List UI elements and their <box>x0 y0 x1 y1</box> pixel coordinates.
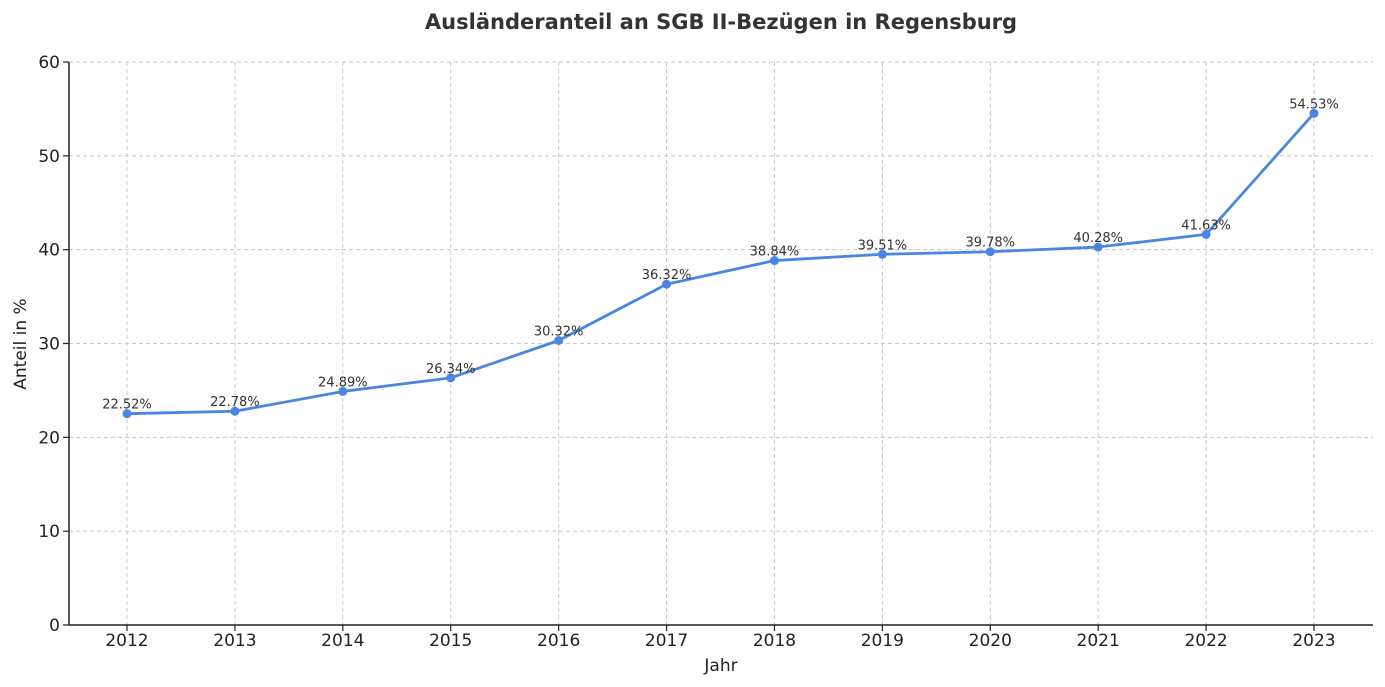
x-tick-label: 2018 <box>753 631 796 651</box>
data-point <box>122 409 132 419</box>
data-label: 22.52% <box>102 398 152 413</box>
grid <box>69 61 1373 626</box>
x-tick-label: 2015 <box>429 631 472 651</box>
data-label: 22.78% <box>210 395 260 410</box>
y-tick-label: 50 <box>38 147 60 167</box>
x-tick-label: 2023 <box>1292 631 1335 651</box>
x-tick-labels: 2012 2013 2014 2015 2016 2017 2018 2019 2020 2021… <box>105 631 1335 651</box>
data-label: 24.89% <box>318 375 368 390</box>
data-label: 39.78% <box>965 236 1015 251</box>
data-point <box>1093 242 1103 252</box>
data-point <box>769 256 779 266</box>
y-axis-label: Anteil in % <box>11 298 31 389</box>
x-axis-label: Jahr <box>703 656 737 676</box>
data-label: 38.84% <box>750 245 800 260</box>
data-point <box>1309 108 1319 118</box>
data-point <box>554 335 564 345</box>
y-tick-labels: 0 10 20 30 40 50 60 <box>38 53 60 636</box>
data-points <box>122 108 1319 419</box>
data-point <box>877 249 887 259</box>
data-point <box>662 279 672 289</box>
x-tick-label: 2019 <box>861 631 904 651</box>
data-label: 39.51% <box>858 238 908 253</box>
data-point <box>446 373 456 383</box>
data-label: 30.32% <box>534 324 584 339</box>
y-tick-label: 10 <box>38 522 60 542</box>
data-label: 40.28% <box>1073 231 1123 246</box>
x-tick-label: 2013 <box>213 631 256 651</box>
y-tick-label: 20 <box>38 428 60 448</box>
x-tick-label: 2016 <box>537 631 580 651</box>
data-point <box>338 386 348 396</box>
data-label: 36.32% <box>642 268 692 283</box>
x-tick-label: 2017 <box>645 631 688 651</box>
x-tick-label: 2020 <box>969 631 1012 651</box>
y-tick-label: 0 <box>49 616 60 636</box>
data-point <box>985 247 995 257</box>
x-tick-label: 2022 <box>1184 631 1227 651</box>
chart-title: Ausländeranteil an SGB II-Bezügen in Reg… <box>425 10 1017 34</box>
x-tick-label: 2014 <box>321 631 364 651</box>
series-line-group <box>126 112 1316 416</box>
x-tick-label: 2021 <box>1077 631 1120 651</box>
series-line <box>126 112 1316 416</box>
y-tick-label: 30 <box>38 335 60 355</box>
axes <box>63 61 1373 631</box>
data-labels: 22.52% 22.78% 24.89% 26.34% 30.32% 36.32% 38.8… <box>102 97 1339 412</box>
y-tick-label: 60 <box>38 53 60 73</box>
data-point <box>1201 229 1211 239</box>
y-tick-label: 40 <box>38 241 60 261</box>
data-point <box>230 406 240 416</box>
data-label: 41.63% <box>1181 218 1231 233</box>
data-label: 54.53% <box>1289 97 1339 112</box>
x-tick-label: 2012 <box>105 631 148 651</box>
data-label: 26.34% <box>426 362 476 377</box>
